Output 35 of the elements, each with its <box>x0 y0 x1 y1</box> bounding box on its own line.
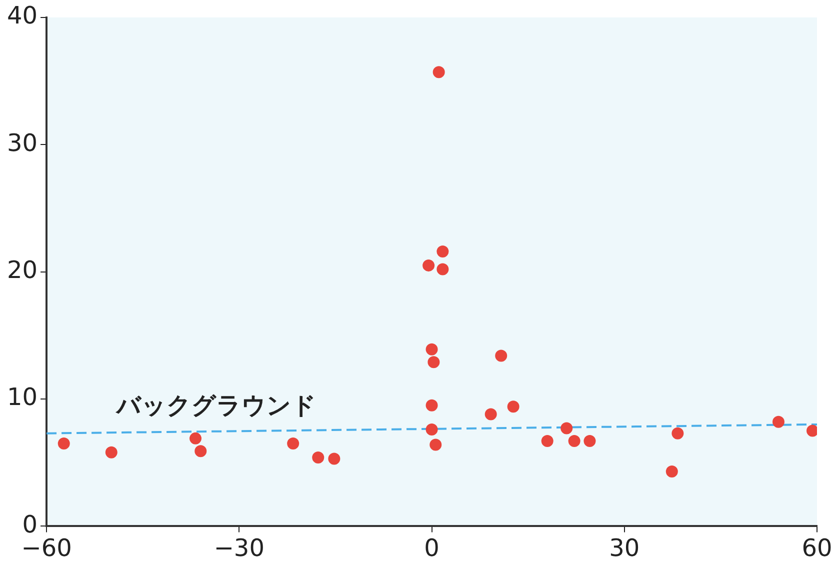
point <box>560 422 573 434</box>
point <box>436 263 449 276</box>
y-tick-label: 40 <box>6 2 38 30</box>
y-tick-label: 10 <box>6 383 38 412</box>
point <box>105 446 118 458</box>
point <box>430 438 442 451</box>
point <box>426 424 438 436</box>
point <box>426 399 438 412</box>
point <box>772 416 784 428</box>
point <box>194 445 207 458</box>
point <box>584 434 596 447</box>
point <box>428 356 440 368</box>
y-tick-label: 20 <box>6 256 38 284</box>
x-tick-label: 0 <box>424 534 440 562</box>
series-label: バックグラウンド <box>114 392 317 420</box>
y-tick-label: 30 <box>6 128 38 157</box>
x-tick-label: −30 <box>214 534 264 562</box>
x-tick-label: 60 <box>802 534 832 562</box>
point <box>287 438 300 450</box>
point <box>666 466 678 478</box>
point <box>436 245 449 258</box>
point <box>328 452 340 465</box>
point <box>507 400 520 413</box>
point <box>432 66 445 78</box>
point <box>541 434 554 447</box>
point <box>495 350 508 362</box>
point <box>568 434 580 447</box>
point <box>58 438 70 450</box>
point <box>484 408 497 420</box>
point <box>422 259 435 272</box>
point <box>672 427 684 440</box>
point <box>189 432 202 444</box>
point <box>312 452 324 464</box>
x-tick-label: 30 <box>609 534 640 562</box>
point <box>426 343 438 356</box>
